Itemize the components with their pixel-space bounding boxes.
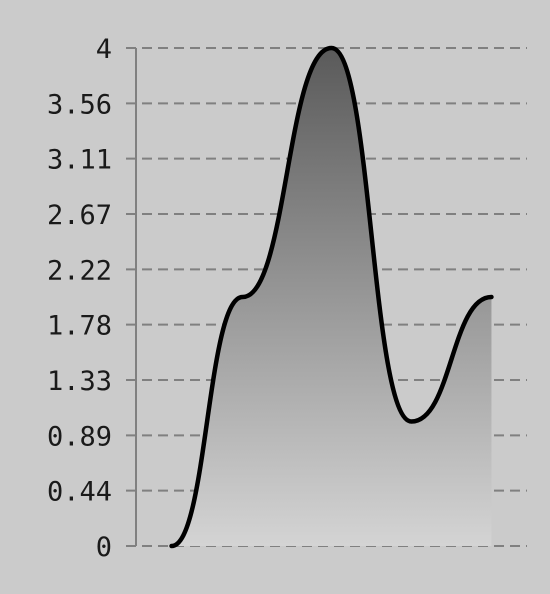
y-tick-label: 3.56 (47, 89, 112, 120)
y-tick-label: 0.44 (47, 477, 112, 508)
y-tick-label: 0.89 (47, 421, 112, 452)
y-tick-label: 4 (96, 34, 112, 65)
series-line (169, 45, 494, 549)
y-tick-label: 1.33 (47, 366, 112, 397)
y-tick-label: 1.78 (47, 311, 112, 342)
y-tick-label: 3.11 (47, 145, 112, 176)
y-tick-labels: 0 0.44 0.89 1.33 1.78 2.22 2.67 3.11 3.56 4 (47, 34, 112, 563)
area-fill (171, 48, 492, 546)
series-line-path (169, 45, 494, 549)
y-tick-label: 0 (96, 532, 112, 563)
y-tick-label: 2.22 (47, 255, 112, 286)
series-area (171, 48, 492, 546)
y-tick-label: 2.67 (47, 200, 112, 231)
